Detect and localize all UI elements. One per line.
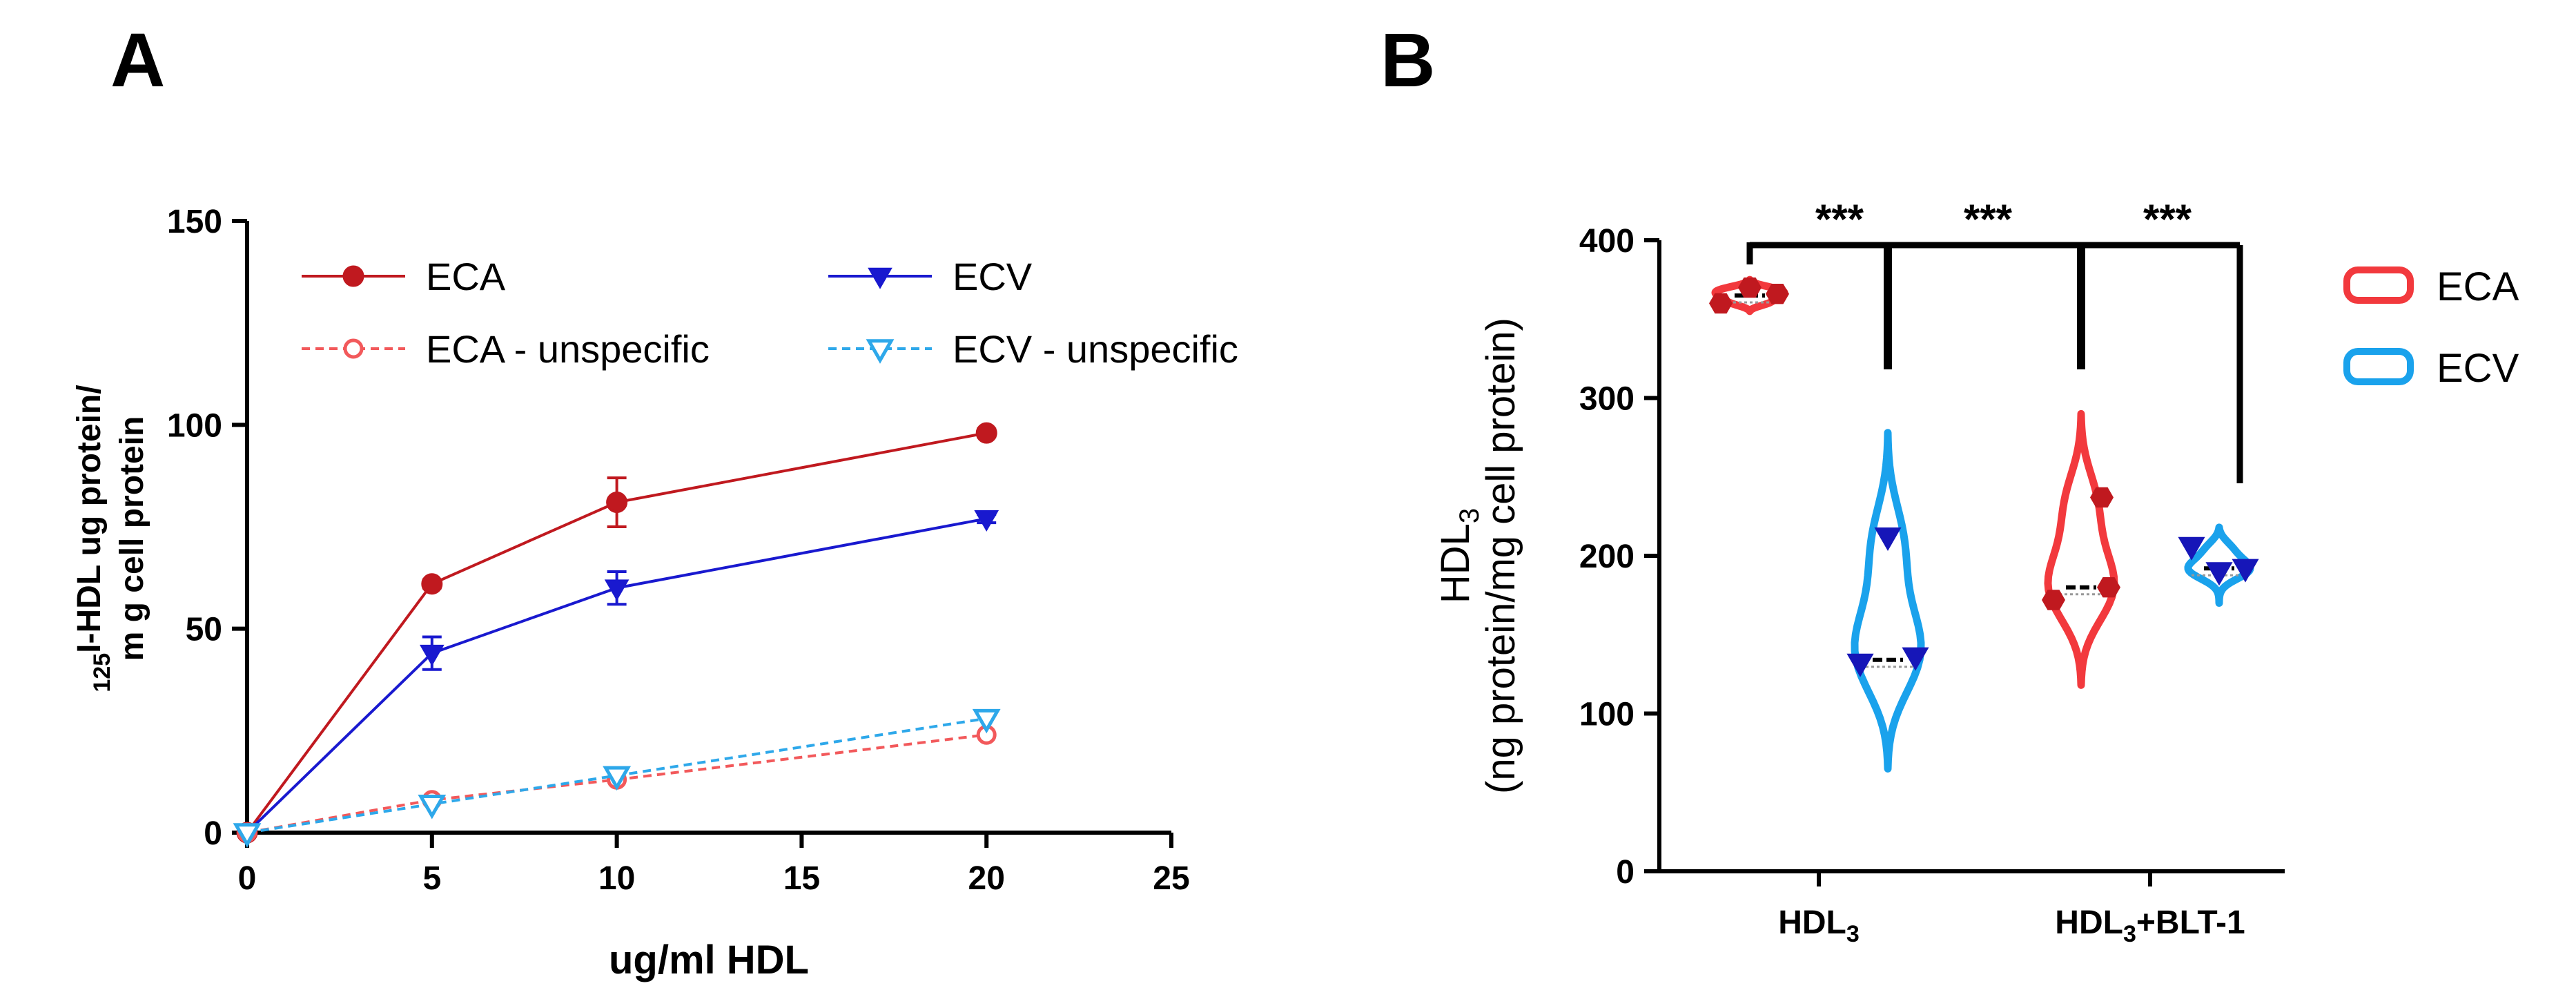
b-significance-label: *** — [1815, 196, 1864, 242]
a-legend-marker — [868, 267, 892, 289]
a-legend-marker — [343, 338, 364, 359]
panel-b-letter: B — [1380, 18, 1435, 103]
b-legend-swatch — [2343, 348, 2414, 385]
a-xtick-label: 10 — [598, 860, 635, 897]
a-legend-marker — [866, 339, 895, 364]
a-legend-item: ECA - unspecific — [302, 327, 710, 371]
a-series-ecv — [235, 510, 999, 846]
b-ytick-label: 100 — [1579, 697, 1635, 733]
a-data-point — [233, 823, 262, 848]
b-y-title-sub: 3 — [1454, 508, 1485, 523]
b-ytick-label: 0 — [1616, 854, 1635, 891]
a-legend-label: ECV - unspecific — [953, 327, 1238, 371]
b-violin-ecv-group1 — [2178, 523, 2259, 608]
a-ytick-label: 50 — [186, 612, 222, 648]
b-legend-label: ECA — [2437, 264, 2519, 309]
a-series-line — [246, 717, 987, 834]
a-data-point — [604, 579, 630, 601]
b-xtick-label: HDL3 — [1778, 904, 1860, 947]
svg-text:125I-HDL ug protein/: 125I-HDL ug protein/ — [71, 385, 115, 692]
b-data-point — [2232, 559, 2259, 583]
b-legend-item: ECA — [2343, 264, 2519, 309]
b-data-point — [1874, 527, 1902, 551]
a-xtick-label: 5 — [422, 860, 441, 897]
b-y-title-main: HDL — [1433, 523, 1478, 603]
a-ytick-label: 100 — [167, 407, 222, 444]
panel-a-letter: A — [110, 18, 165, 103]
b-violin-ecv-group0 — [1846, 429, 1929, 773]
a-series-ecv-unspecific — [233, 708, 1001, 848]
b-data-point — [1766, 283, 1789, 304]
a-data-point — [418, 794, 447, 820]
a-data-point — [972, 708, 1001, 734]
b-significance-label: *** — [2143, 196, 2192, 242]
a-ytick-label: 0 — [204, 815, 222, 852]
b-violin-outline — [2044, 409, 2118, 689]
b-violin-eca-group0 — [1709, 275, 1789, 316]
b-data-point — [1738, 277, 1762, 298]
a-data-point — [419, 644, 445, 666]
b-legend-item: ECV — [2343, 346, 2519, 391]
a-xtick-label: 25 — [1153, 860, 1189, 897]
a-legend-item: ECA — [302, 255, 506, 298]
a-series-line — [246, 517, 987, 834]
a-xtick-label: 0 — [238, 860, 257, 897]
panel-a-y-axis-title: 125I-HDL ug protein/ m g cell protein — [71, 385, 150, 692]
a-data-point — [603, 766, 632, 791]
b-violin-eca-group1 — [2042, 409, 2120, 689]
b-data-point — [2178, 536, 2205, 561]
a-legend-label: ECV — [953, 255, 1033, 298]
y-title-sub-125: 125 — [89, 653, 115, 692]
b-data-point — [2097, 576, 2120, 598]
y-title-line1: I-HDL ug protein/ — [71, 385, 108, 652]
a-data-point — [606, 492, 628, 514]
b-y-title-line2: (ng protein/mg cell protein) — [1479, 318, 1523, 794]
a-xtick-label: 15 — [783, 860, 820, 897]
a-series-line — [246, 432, 987, 834]
b-legend-swatch — [2343, 266, 2414, 304]
b-data-point — [1902, 647, 1929, 671]
a-data-point — [421, 573, 443, 595]
panel-a-legend: ECA ECV ECA - unspecific ECV - unspecific — [302, 255, 1238, 371]
a-legend-item: ECV - unspecific — [828, 327, 1238, 371]
panel-a-x-axis-title: ug/ml HDL — [609, 938, 809, 982]
panel-a-chart: 0 50 100 150 0 5 10 15 20 25 ug/ml HDL 125I-HDL … — [71, 204, 1238, 982]
b-violin-outline — [2184, 523, 2254, 608]
svg-text:HDL3: HDL3 — [1433, 508, 1485, 603]
y-title-line2: m g cell protein — [114, 416, 150, 661]
b-xtick-label: HDL3+BLT-1 — [2055, 904, 2245, 947]
b-ytick-label: 400 — [1579, 223, 1635, 260]
panel-b-y-axis-title: HDL3 (ng protein/mg cell protein) — [1433, 318, 1523, 794]
b-ytick-label: 200 — [1579, 539, 1635, 575]
b-data-point — [1709, 293, 1733, 314]
panel-a-axes — [245, 221, 1171, 835]
b-data-point — [2090, 487, 2114, 508]
a-legend-label: ECA - unspecific — [426, 327, 710, 371]
panel-b-significance: *** *** *** — [1746, 196, 2243, 483]
b-legend-label: ECV — [2437, 346, 2519, 391]
b-xtick-sub: 3 — [2123, 921, 2136, 947]
b-xtick-main: HDL — [1778, 904, 1846, 941]
b-data-point — [2205, 562, 2233, 586]
a-xtick-label: 20 — [968, 860, 1005, 897]
b-xtick-suffix: +BLT-1 — [2136, 904, 2245, 941]
a-data-point — [975, 422, 997, 444]
a-legend-label: ECA — [426, 255, 506, 298]
b-xtick-main: HDL — [2055, 904, 2123, 941]
b-data-point — [2042, 590, 2065, 610]
b-xtick-sub: 3 — [1846, 921, 1860, 947]
panel-b-legend: ECA ECV — [2343, 264, 2519, 391]
b-ytick-label: 300 — [1579, 381, 1635, 418]
b-data-point — [1846, 653, 1874, 677]
a-data-point — [974, 510, 999, 532]
a-ytick-label: 150 — [167, 204, 222, 240]
a-legend-marker — [342, 265, 364, 287]
b-violin-outline — [1851, 429, 1925, 773]
a-legend-item: ECV — [828, 255, 1033, 298]
b-significance-label: *** — [1964, 196, 2013, 242]
